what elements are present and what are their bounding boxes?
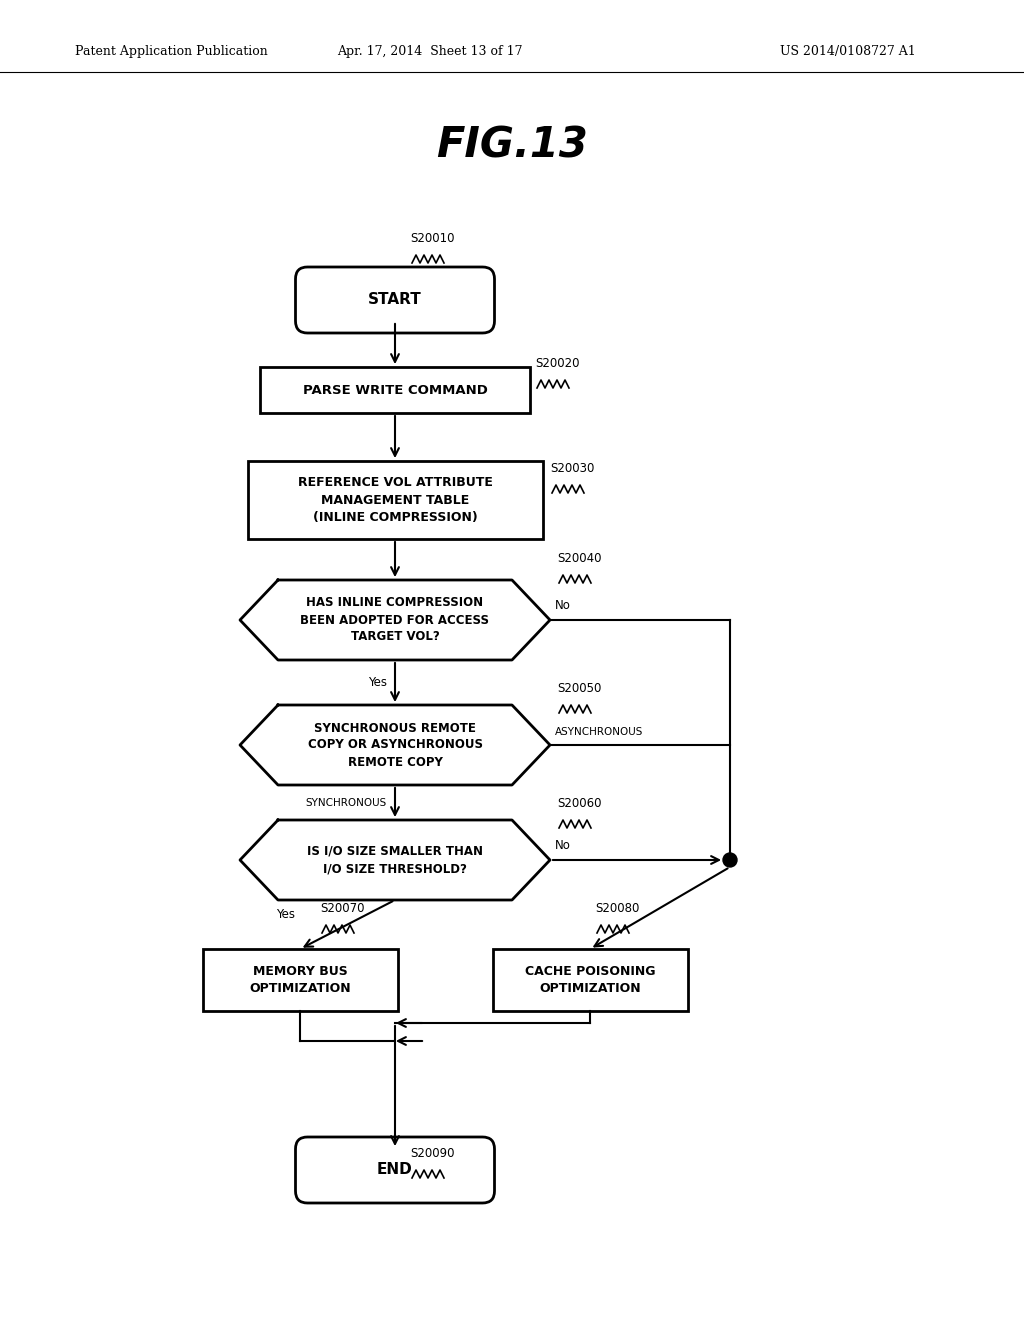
Bar — [493, 949, 687, 1011]
Polygon shape — [240, 579, 550, 660]
Text: S20070: S20070 — [319, 902, 365, 915]
Text: S20060: S20060 — [557, 797, 601, 810]
Polygon shape — [240, 705, 550, 785]
Text: ASYNCHRONOUS: ASYNCHRONOUS — [555, 727, 643, 737]
Text: FIG.13: FIG.13 — [436, 124, 588, 166]
Text: Apr. 17, 2014  Sheet 13 of 17: Apr. 17, 2014 Sheet 13 of 17 — [337, 45, 522, 58]
Bar — [248, 461, 543, 539]
Text: S20050: S20050 — [557, 682, 601, 696]
Polygon shape — [240, 820, 550, 900]
Bar — [203, 949, 397, 1011]
Text: IS I/O SIZE SMALLER THAN
I/O SIZE THRESHOLD?: IS I/O SIZE SMALLER THAN I/O SIZE THRESH… — [307, 845, 483, 875]
Text: No: No — [555, 599, 570, 612]
Text: END: END — [377, 1163, 413, 1177]
Text: START: START — [368, 293, 422, 308]
FancyBboxPatch shape — [296, 1137, 495, 1203]
Text: Yes: Yes — [368, 676, 387, 689]
Text: No: No — [555, 840, 570, 851]
Text: HAS INLINE COMPRESSION
BEEN ADOPTED FOR ACCESS
TARGET VOL?: HAS INLINE COMPRESSION BEEN ADOPTED FOR … — [300, 597, 489, 644]
Text: S20030: S20030 — [550, 462, 594, 475]
Text: US 2014/0108727 A1: US 2014/0108727 A1 — [780, 45, 915, 58]
Circle shape — [723, 853, 737, 867]
Text: S20020: S20020 — [535, 356, 580, 370]
Text: MEMORY BUS
OPTIMIZATION: MEMORY BUS OPTIMIZATION — [249, 965, 351, 995]
Bar — [260, 367, 530, 413]
Text: S20040: S20040 — [557, 552, 601, 565]
Text: S20010: S20010 — [410, 232, 455, 246]
Text: REFERENCE VOL ATTRIBUTE
MANAGEMENT TABLE
(INLINE COMPRESSION): REFERENCE VOL ATTRIBUTE MANAGEMENT TABLE… — [298, 477, 493, 524]
Text: Patent Application Publication: Patent Application Publication — [75, 45, 267, 58]
Text: Yes: Yes — [276, 908, 295, 921]
Text: CACHE POISONING
OPTIMIZATION: CACHE POISONING OPTIMIZATION — [524, 965, 655, 995]
FancyBboxPatch shape — [296, 267, 495, 333]
Text: S20080: S20080 — [595, 902, 639, 915]
Text: SYNCHRONOUS REMOTE
COPY OR ASYNCHRONOUS
REMOTE COPY: SYNCHRONOUS REMOTE COPY OR ASYNCHRONOUS … — [307, 722, 482, 768]
Text: PARSE WRITE COMMAND: PARSE WRITE COMMAND — [302, 384, 487, 396]
Text: S20090: S20090 — [410, 1147, 455, 1160]
Text: SYNCHRONOUS: SYNCHRONOUS — [306, 797, 387, 808]
